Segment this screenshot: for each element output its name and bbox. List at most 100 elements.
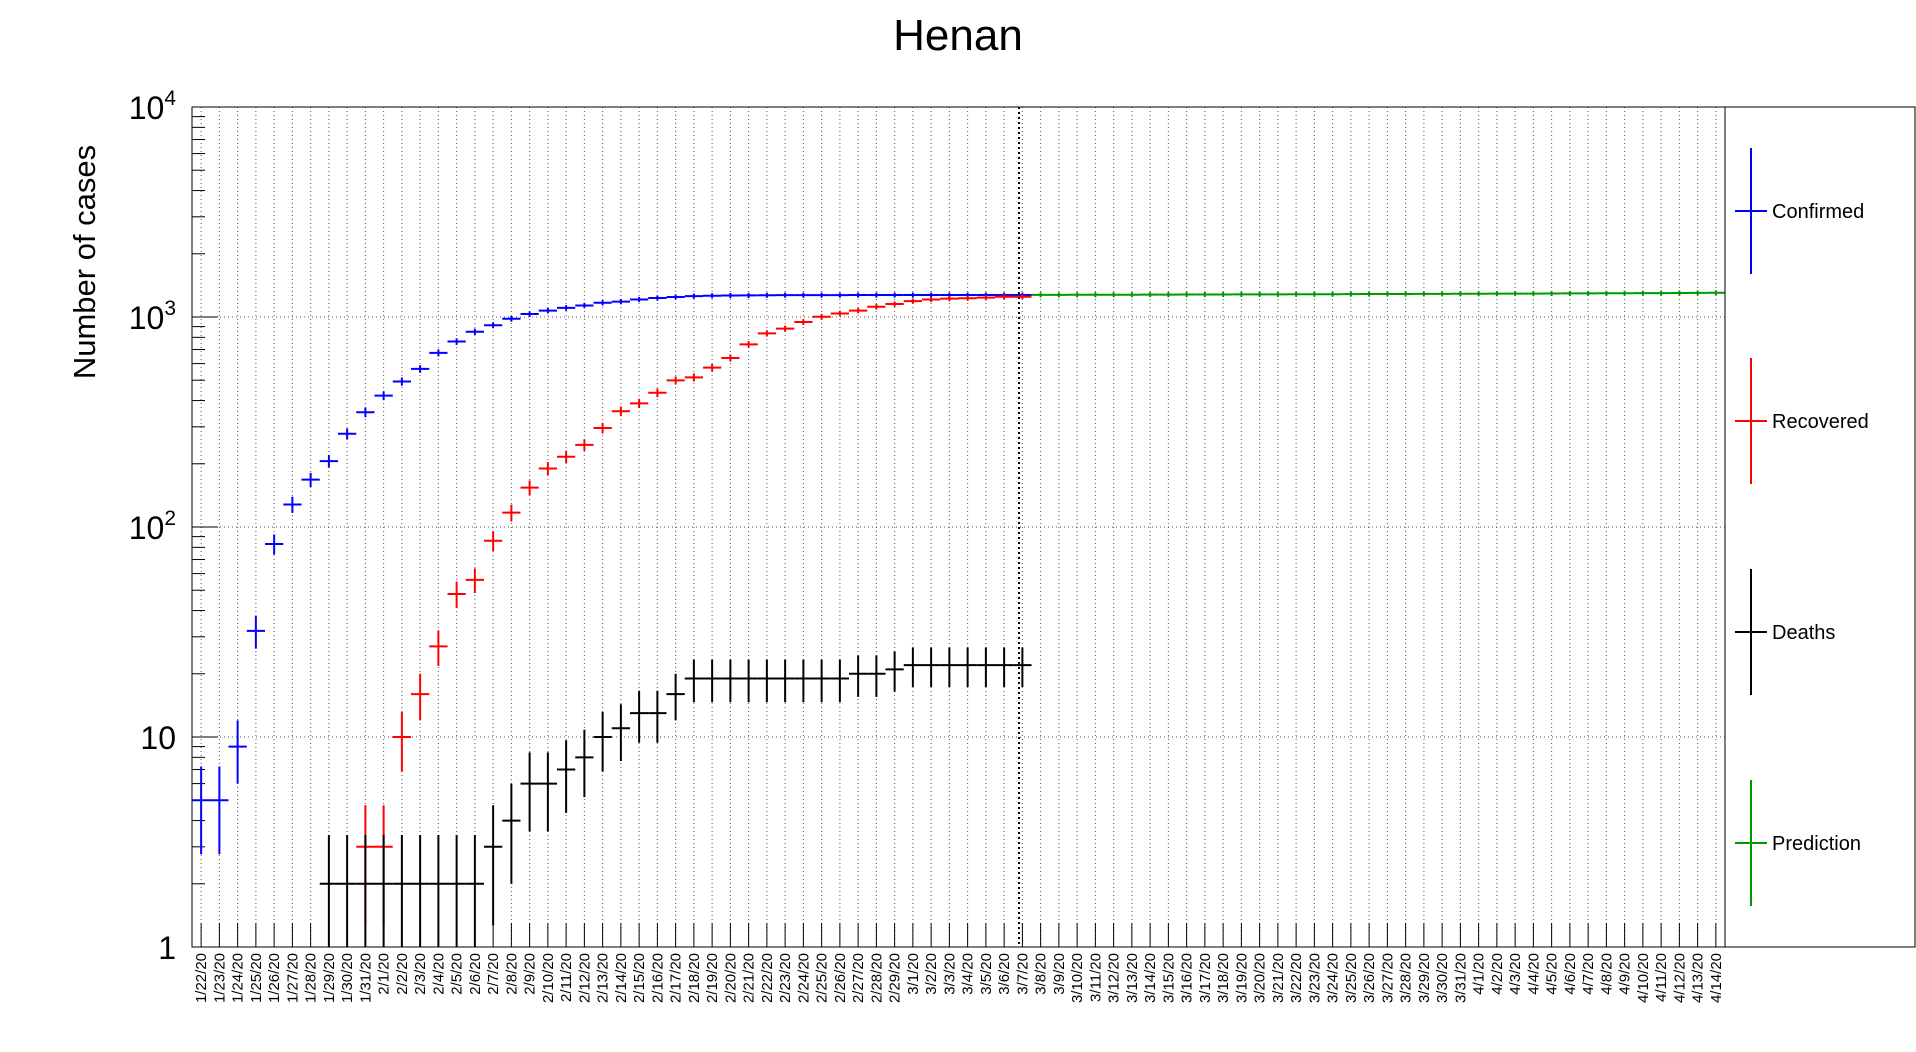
legend-label-prediction: Prediction [1772,833,1861,855]
x-tick-label: 2/10/20 [540,953,557,1003]
x-tick-label: 4/13/20 [1690,953,1707,1003]
x-tick-label: 2/20/20 [722,953,739,1003]
x-tick-label: 2/25/20 [814,953,831,1003]
chart-title: Henan [893,11,1023,60]
x-tick-label: 4/10/20 [1635,953,1652,1003]
x-tick-label: 2/19/20 [704,953,721,1003]
x-tick-label: 2/18/20 [686,953,703,1003]
x-tick-label: 2/16/20 [649,953,666,1003]
x-tick-label: 3/23/20 [1306,953,1323,1003]
x-tick-label: 3/31/20 [1452,953,1469,1003]
grid [192,107,1725,947]
x-tick-label: 3/24/20 [1325,953,1342,1003]
series-confirmed [192,292,1032,855]
x-tick-label: 3/22/20 [1288,953,1305,1003]
x-tick-label: 3/30/20 [1434,953,1451,1003]
x-tick-label: 2/1/20 [376,953,393,995]
x-tick-label: 3/29/20 [1416,953,1433,1003]
x-tick-label: 3/16/20 [1179,953,1196,1003]
x-tick-label: 4/6/20 [1562,953,1579,995]
x-tick-label: 4/1/20 [1471,953,1488,995]
x-tick-label: 4/7/20 [1580,953,1597,995]
x-tick-label: 3/4/20 [960,953,977,995]
x-tick-label: 3/1/20 [905,953,922,995]
x-tick-label: 3/20/20 [1252,953,1269,1003]
x-tick-label: 2/3/20 [412,953,429,995]
x-tick-label: 4/11/20 [1653,953,1670,1002]
x-tick-label: 4/8/20 [1598,953,1615,995]
x-tick-label: 2/4/20 [430,953,447,995]
x-tick-label: 1/26/20 [266,953,283,1003]
x-tick-label: 3/18/20 [1215,953,1232,1003]
x-tick-label: 4/9/20 [1617,953,1634,995]
series-prediction [1031,290,1725,298]
x-tick-label: 2/28/20 [868,953,885,1003]
x-tick-label: 2/6/20 [467,953,484,995]
x-tick-label: 1/31/20 [357,953,374,1003]
legend-label-deaths: Deaths [1772,622,1835,644]
x-tick-label: 3/5/20 [978,953,995,995]
x-tick-label: 3/15/20 [1160,953,1177,1003]
x-tick-label: 3/8/20 [1033,953,1050,995]
x-tick-label: 2/8/20 [503,953,520,995]
x-tick-label: 2/7/20 [485,953,502,995]
x-tick-label: 2/23/20 [777,953,794,1003]
x-tick-label: 3/17/20 [1197,953,1214,1003]
x-tick-label: 2/9/20 [522,953,539,995]
x-tick-label: 3/9/20 [1051,953,1068,995]
x-tick-label: 2/22/20 [759,953,776,1003]
x-tick-label: 1/23/20 [211,953,228,1003]
x-tick-label: 1/24/20 [230,953,247,1003]
y-axis-label: Number of cases [67,145,102,379]
legend-box [1724,106,1916,948]
x-tick-label: 2/14/20 [613,953,630,1003]
x-tick-label: 3/7/20 [1014,953,1031,995]
x-tick-label: 3/12/20 [1106,953,1123,1003]
x-tick-label: 3/10/20 [1069,953,1086,1003]
x-tick-label: 3/19/20 [1233,953,1250,1003]
y-tick-label: 1 [158,930,176,966]
y-tick-label: 102 [129,507,176,546]
x-tick-label: 1/30/20 [339,953,356,1003]
x-tick-label: 3/2/20 [923,953,940,995]
y-tick-label: 10 [140,720,176,756]
x-tick-label: 3/21/20 [1270,953,1287,1003]
x-tick-label: 3/3/20 [941,953,958,995]
legend: Confirmed Recovered Deaths Prediction [1724,106,1916,948]
x-tick-label: 4/12/20 [1671,953,1688,1003]
x-tick-label: 2/17/20 [668,953,685,1003]
x-tick-label: 2/15/20 [631,953,648,1003]
legend-label-recovered: Recovered [1772,411,1869,433]
x-tick-label: 2/2/20 [394,953,411,995]
x-tick-label: 4/4/20 [1525,953,1542,995]
x-tick-label: 4/14/20 [1708,953,1725,1003]
x-tick-label: 3/14/20 [1142,953,1159,1003]
plot-marks [192,290,1725,947]
x-tick-label: 2/26/20 [832,953,849,1003]
x-tick-label: 1/29/20 [321,953,338,1003]
x-tick-label: 3/26/20 [1361,953,1378,1003]
legend-label-confirmed: Confirmed [1772,201,1864,223]
x-tick-label: 2/21/20 [741,953,758,1003]
x-tick-label: 1/25/20 [248,953,265,1003]
x-tick-label: 2/27/20 [850,953,867,1003]
x-tick-label: 3/11/20 [1087,953,1104,1002]
y-axis: 1 10 102 103 104 [129,87,218,966]
x-tick-label: 2/12/20 [576,953,593,1003]
x-tick-label: 3/13/20 [1124,953,1141,1003]
x-tick-label: 1/28/20 [303,953,320,1003]
x-tick-label: 4/2/20 [1489,953,1506,995]
x-tick-label: 1/27/20 [284,953,301,1003]
y-tick-label: 103 [129,297,176,336]
x-tick-label: 3/6/20 [996,953,1013,995]
y-tick-label: 104 [129,87,177,126]
x-tick-label: 2/5/20 [449,953,466,995]
x-tick-label: 4/3/20 [1507,953,1524,995]
x-tick-label: 2/29/20 [887,953,904,1003]
x-tick-label: 3/25/20 [1343,953,1360,1003]
x-tick-label: 2/24/20 [795,953,812,1003]
x-tick-label: 2/11/20 [558,953,575,1002]
x-tick-label: 2/13/20 [595,953,612,1003]
